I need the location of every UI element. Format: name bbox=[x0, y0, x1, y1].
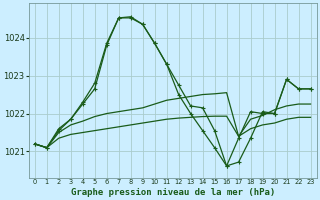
X-axis label: Graphe pression niveau de la mer (hPa): Graphe pression niveau de la mer (hPa) bbox=[70, 188, 275, 197]
